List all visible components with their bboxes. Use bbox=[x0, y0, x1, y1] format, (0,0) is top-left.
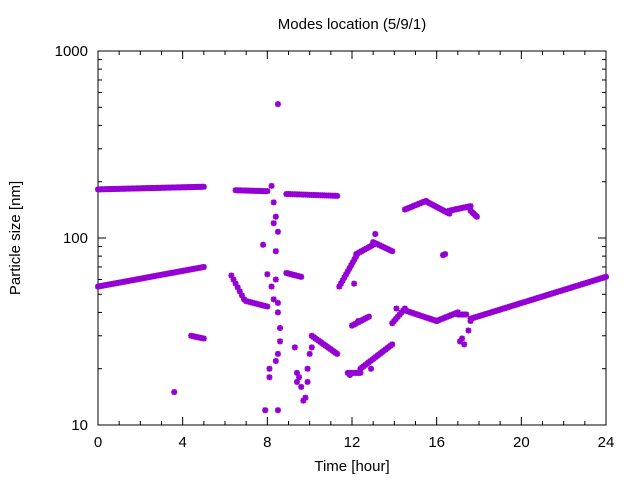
axis-tick-labels: 0 4 8 12 16 20 24 10 100 1000 bbox=[55, 43, 615, 451]
data-point bbox=[351, 256, 358, 263]
data-point bbox=[337, 280, 344, 287]
data-point bbox=[339, 277, 346, 284]
x-axis-label: Time [hour] bbox=[314, 458, 389, 475]
data-point bbox=[274, 101, 281, 108]
data-point bbox=[230, 276, 237, 283]
data-point bbox=[344, 268, 351, 275]
data-point bbox=[459, 335, 466, 342]
data-point bbox=[293, 369, 300, 376]
data-point bbox=[277, 338, 284, 345]
data-point bbox=[456, 338, 463, 345]
data-point bbox=[264, 271, 271, 278]
y-axis-label: Particle size [nm] bbox=[7, 181, 24, 295]
data-point bbox=[304, 365, 311, 372]
y-tick-label: 1000 bbox=[55, 43, 88, 60]
data-point bbox=[603, 273, 609, 280]
data-point bbox=[236, 288, 243, 295]
x-tick-label: 0 bbox=[94, 434, 102, 451]
data-points bbox=[95, 101, 609, 414]
data-point bbox=[272, 357, 279, 364]
data-point bbox=[270, 199, 277, 206]
x-tick-label: 12 bbox=[344, 434, 361, 451]
data-point bbox=[268, 283, 275, 290]
data-point bbox=[365, 313, 372, 320]
data-point bbox=[266, 374, 273, 381]
chart-title: Modes location (5/9/1) bbox=[278, 16, 426, 33]
x-tick-label: 4 bbox=[178, 434, 186, 451]
data-point bbox=[473, 213, 480, 220]
axis-ticks bbox=[97, 50, 607, 426]
data-point bbox=[389, 248, 396, 255]
data-point bbox=[349, 259, 356, 266]
data-point bbox=[272, 213, 279, 220]
data-point bbox=[467, 317, 474, 324]
data-point bbox=[272, 276, 279, 283]
data-point bbox=[171, 389, 178, 396]
data-point bbox=[357, 369, 364, 376]
y-tick-label: 100 bbox=[63, 230, 88, 247]
data-point bbox=[274, 228, 281, 235]
data-point bbox=[351, 280, 358, 287]
x-tick-label: 8 bbox=[263, 434, 271, 451]
data-point bbox=[308, 344, 315, 351]
data-point bbox=[238, 292, 245, 299]
data-point bbox=[264, 303, 271, 310]
data-point bbox=[232, 280, 239, 287]
data-point bbox=[274, 299, 281, 306]
data-point bbox=[262, 407, 269, 414]
data-point bbox=[200, 263, 207, 270]
data-point bbox=[272, 248, 279, 255]
data-point bbox=[277, 325, 284, 332]
data-point bbox=[266, 365, 273, 372]
data-point bbox=[200, 183, 207, 190]
data-point bbox=[296, 374, 303, 381]
data-point bbox=[372, 231, 379, 238]
data-point bbox=[200, 335, 207, 342]
data-point bbox=[274, 309, 281, 316]
data-point bbox=[355, 317, 362, 324]
data-point bbox=[274, 350, 281, 357]
data-point bbox=[336, 283, 343, 290]
plot-frame bbox=[97, 50, 607, 426]
data-point bbox=[264, 188, 271, 195]
x-tick-label: 16 bbox=[428, 434, 445, 451]
data-point bbox=[234, 284, 241, 291]
data-point bbox=[302, 394, 309, 401]
data-point bbox=[268, 182, 275, 189]
data-point bbox=[270, 296, 277, 303]
data-point bbox=[343, 271, 350, 278]
data-point bbox=[467, 203, 474, 210]
data-point bbox=[298, 273, 305, 280]
data-point bbox=[306, 350, 313, 357]
data-point bbox=[260, 241, 267, 248]
data-point bbox=[465, 327, 472, 334]
data-point bbox=[334, 350, 341, 357]
data-point bbox=[440, 252, 447, 259]
data-point bbox=[274, 407, 281, 414]
data-point bbox=[291, 344, 298, 351]
data-point bbox=[368, 365, 375, 372]
data-point bbox=[293, 378, 300, 385]
data-point bbox=[389, 341, 396, 348]
x-tick-label: 20 bbox=[513, 434, 530, 451]
data-point bbox=[393, 305, 400, 312]
data-point bbox=[300, 397, 307, 404]
data-point bbox=[228, 272, 235, 279]
data-point bbox=[298, 383, 305, 390]
data-point bbox=[270, 220, 277, 227]
data-point bbox=[304, 378, 311, 385]
data-point bbox=[346, 372, 353, 379]
data-point bbox=[341, 274, 348, 281]
data-point bbox=[461, 341, 468, 348]
data-point bbox=[346, 265, 353, 272]
data-point bbox=[334, 192, 341, 199]
data-point bbox=[463, 311, 470, 318]
x-tick-label: 24 bbox=[598, 434, 615, 451]
y-tick-label: 10 bbox=[71, 417, 88, 434]
data-point bbox=[348, 262, 355, 269]
